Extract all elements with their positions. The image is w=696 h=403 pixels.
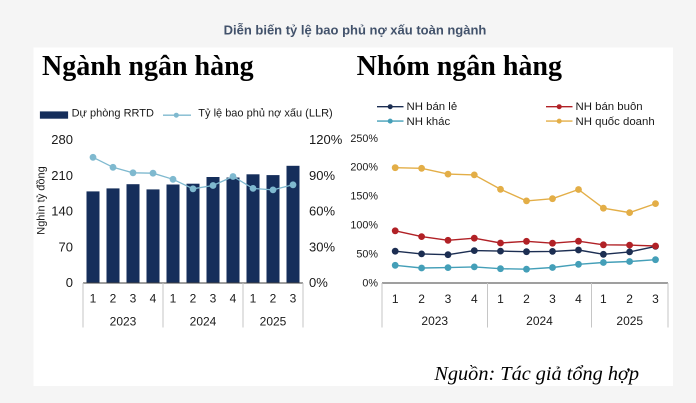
svg-text:3: 3 [652,292,659,306]
svg-text:Nhóm ngân hàng: Nhóm ngân hàng [357,51,562,82]
svg-text:Tỷ lệ bao phủ nợ xấu (LLR): Tỷ lệ bao phủ nợ xấu (LLR) [198,108,332,120]
svg-text:4: 4 [230,292,237,306]
svg-text:280: 280 [51,132,73,147]
svg-text:2023: 2023 [421,314,448,328]
svg-text:2023: 2023 [110,315,137,329]
svg-text:Nghìn tỷ đồng: Nghìn tỷ đồng [36,166,48,235]
svg-text:120%: 120% [309,132,343,147]
svg-text:2024: 2024 [190,315,217,329]
svg-text:2025: 2025 [260,315,287,329]
svg-text:50%: 50% [356,249,378,261]
svg-text:2: 2 [190,292,197,306]
svg-text:2: 2 [626,292,633,306]
svg-text:2: 2 [418,292,425,306]
svg-text:70: 70 [59,239,73,254]
svg-text:2025: 2025 [616,314,643,328]
svg-text:0%: 0% [362,278,378,290]
svg-text:90%: 90% [309,168,335,183]
svg-text:Ngành ngân hàng: Ngành ngân hàng [42,51,254,82]
svg-text:1: 1 [250,292,257,306]
svg-text:200%: 200% [350,162,378,174]
svg-text:NH quốc doanh: NH quốc doanh [576,116,655,128]
svg-text:NH bán lẻ: NH bán lẻ [407,101,458,113]
svg-text:1: 1 [90,292,97,306]
svg-text:250%: 250% [350,133,378,145]
svg-text:4: 4 [471,292,478,306]
svg-text:3: 3 [445,292,452,306]
svg-text:3: 3 [549,292,556,306]
svg-text:3: 3 [210,292,217,306]
svg-text:NH khác: NH khác [407,116,451,128]
svg-text:Diễn biến tỷ lệ bao phủ nợ xấu: Diễn biến tỷ lệ bao phủ nợ xấu toàn ngàn… [224,23,487,38]
svg-text:60%: 60% [309,204,335,219]
svg-text:2024: 2024 [526,314,553,328]
svg-text:1: 1 [392,292,399,306]
svg-text:2: 2 [523,292,530,306]
svg-text:1: 1 [600,292,607,306]
svg-text:0: 0 [66,275,73,290]
svg-text:100%: 100% [350,220,378,232]
svg-text:3: 3 [290,292,297,306]
svg-text:3: 3 [130,292,137,306]
svg-text:210: 210 [51,168,73,183]
svg-text:NH bán buôn: NH bán buôn [576,101,643,113]
svg-text:30%: 30% [309,239,335,254]
svg-text:150%: 150% [350,191,378,203]
svg-text:140: 140 [51,204,73,219]
svg-text:0%: 0% [309,275,328,290]
svg-text:Dự phòng RRTD: Dự phòng RRTD [72,108,154,120]
svg-text:2: 2 [110,292,117,306]
svg-text:4: 4 [150,292,157,306]
svg-text:1: 1 [170,292,177,306]
svg-text:4: 4 [575,292,582,306]
svg-text:Nguồn: Tác giả tổng hợp: Nguồn: Tác giả tổng hợp [433,363,639,385]
svg-text:1: 1 [497,292,504,306]
svg-text:2: 2 [270,292,277,306]
